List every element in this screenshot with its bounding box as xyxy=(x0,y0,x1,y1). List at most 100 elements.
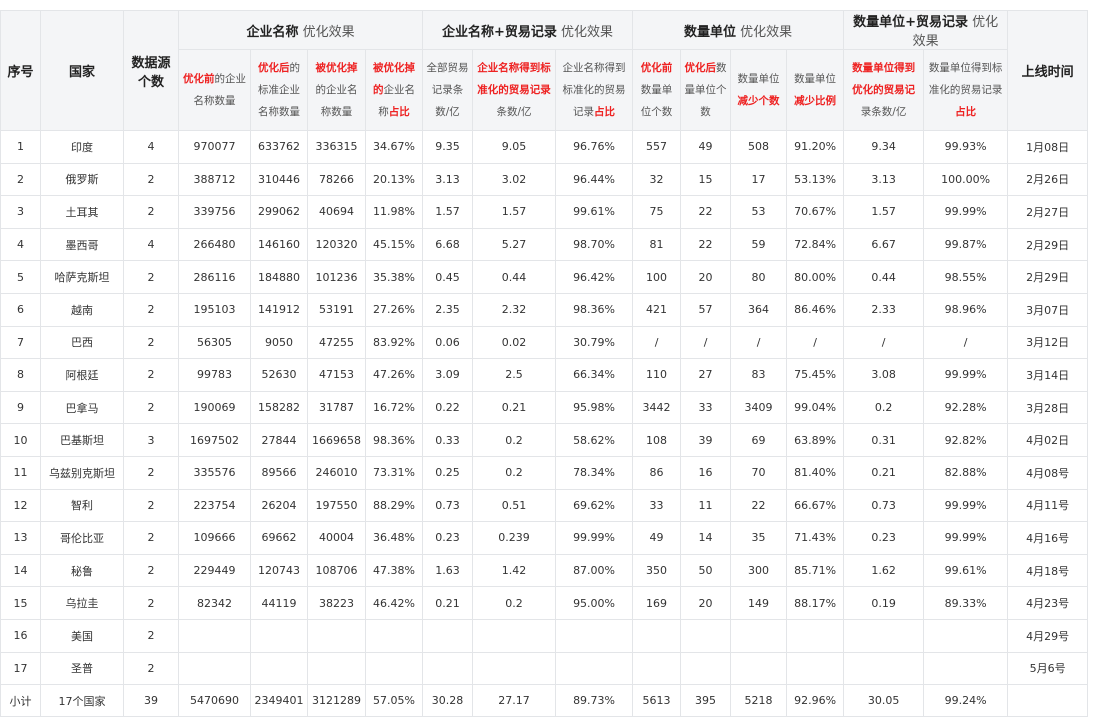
table-cell: 195103 xyxy=(178,292,251,327)
subheader-text: 条数/亿 xyxy=(496,106,532,118)
table-cell: 75 xyxy=(632,195,682,229)
table-cell: 17 xyxy=(0,651,41,686)
table-cell: 91.20% xyxy=(786,130,845,164)
subheader-text: 占比 xyxy=(955,106,977,118)
table-row: 17 圣普 2 5月6号 xyxy=(0,651,1089,686)
table-cell: 69.62% xyxy=(555,488,634,523)
table-cell: 395 xyxy=(680,684,732,718)
table-cell: 27 xyxy=(680,358,732,392)
table-cell: 53191 xyxy=(307,292,366,327)
table-cell: 0.2 xyxy=(472,455,557,490)
table-cell: 2月26日 xyxy=(1007,162,1089,197)
table-cell: 2月29日 xyxy=(1007,260,1089,294)
table-cell: 1 xyxy=(0,130,41,164)
table-cell: 69 xyxy=(730,423,788,457)
subheader-text: 减少比例 xyxy=(794,95,837,107)
table-cell: 2 xyxy=(123,521,179,555)
table-cell: 4 xyxy=(0,227,41,262)
header-country: 国家 xyxy=(40,10,124,131)
table-cell: 4月11号 xyxy=(1007,488,1089,523)
table-cell: 101236 xyxy=(307,260,366,294)
table-cell: 0.44 xyxy=(843,260,925,294)
table-row: 7 巴西 2 56305 9050 47255 83.92% 0.06 0.02 30.79% / /… xyxy=(0,325,1089,360)
table-cell: 0.73 xyxy=(422,488,474,523)
table-cell: 109666 xyxy=(178,521,251,555)
table-cell: 57.05% xyxy=(364,684,424,718)
table-cell: 2 xyxy=(123,586,179,620)
table-cell: 3.13 xyxy=(422,162,474,197)
table-cell: 11 xyxy=(680,488,732,523)
table-cell: 58.62% xyxy=(555,423,634,457)
table-cell: 34.67% xyxy=(364,130,424,164)
table-cell: 乌兹别克斯坦 xyxy=(40,455,124,490)
subheader-6: 企业名称得到标准化的贸易记录占比 xyxy=(555,49,634,131)
subheader-text: 优化后 xyxy=(684,62,717,74)
table-cell: 32 xyxy=(632,162,682,197)
table-cell xyxy=(555,651,634,686)
table-cell: 智利 xyxy=(40,488,124,523)
table-cell: 0.239 xyxy=(472,521,557,555)
table-cell: 4月16号 xyxy=(1007,521,1089,555)
table-cell: 31787 xyxy=(307,390,366,425)
table-cell: 越南 xyxy=(40,292,124,327)
subheader-text: 优化前 xyxy=(183,73,215,85)
group-company-name: 企业名称 优化效果 xyxy=(177,10,424,50)
subheader-text: 的标准企业名称数量 xyxy=(258,62,300,118)
table-cell: 2 xyxy=(123,553,179,588)
table-cell: 299062 xyxy=(250,195,308,229)
table-cell: 83.92% xyxy=(364,325,424,360)
table-cell: 14 xyxy=(0,553,41,588)
table-cell: 99.99% xyxy=(923,195,1009,229)
table-cell: 俄罗斯 xyxy=(40,162,124,197)
table-cell: 633762 xyxy=(250,130,308,164)
table-cell: 141912 xyxy=(250,292,308,327)
subheader-text: 数量单位 xyxy=(737,73,780,85)
table-row: 5 哈萨克斯坦 2 286116 184880 101236 35.38% 0.45 0.44 9… xyxy=(0,260,1089,294)
table-cell: 11 xyxy=(0,455,41,490)
table-cell: 87.00% xyxy=(555,553,634,588)
table-cell: 335576 xyxy=(178,455,251,490)
table-cell: 96.42% xyxy=(555,260,634,294)
table-cell xyxy=(555,618,634,653)
table-cell xyxy=(786,618,845,653)
table-cell: 巴西 xyxy=(40,325,124,360)
table-cell: 40694 xyxy=(307,195,366,229)
subheader-text: 企业名称得到标准化的贸易记录 xyxy=(477,62,551,96)
table-cell: 0.21 xyxy=(843,455,925,490)
table-cell: 2月27日 xyxy=(1007,195,1089,229)
table-row: 小计 17个国家 39 5470690 2349401 3121289 57.05% 30.2… xyxy=(0,684,1089,718)
table-cell: 15 xyxy=(0,586,41,620)
table-cell: 27844 xyxy=(250,423,308,457)
table-cell: 30.05 xyxy=(843,684,925,718)
table-cell xyxy=(422,618,474,653)
table-cell: 乌拉圭 xyxy=(40,586,124,620)
table-cell: 71.43% xyxy=(786,521,845,555)
table-cell: 4月08号 xyxy=(1007,455,1089,490)
table-cell: 圣普 xyxy=(40,651,124,686)
group-unit: 数量单位 优化效果 xyxy=(632,10,845,50)
table-cell xyxy=(923,651,1009,686)
subheader-text: 数量单位 xyxy=(794,73,837,85)
table-cell: 92.82% xyxy=(923,423,1009,457)
table-cell: 46.42% xyxy=(364,586,424,620)
header-online-time: 上线时间 xyxy=(1007,10,1089,131)
table-cell: 52630 xyxy=(250,358,308,392)
table-row: 1 印度 4 970077 633762 336315 34.67% 9.35 9.05 96.7… xyxy=(0,130,1089,164)
table-cell: 0.21 xyxy=(472,390,557,425)
table-cell: 47255 xyxy=(307,325,366,360)
table-cell: 88.17% xyxy=(786,586,845,620)
table-cell: 2349401 xyxy=(250,684,308,718)
table-cell: 81 xyxy=(632,227,682,262)
table-cell: 98.55% xyxy=(923,260,1009,294)
table-cell: 98.70% xyxy=(555,227,634,262)
table-row: 10 巴基斯坦 3 1697502 27844 1669658 98.36% 0.33 0.2 5… xyxy=(0,423,1089,457)
subheader-12: 数量单位得到标准化的贸易记录占比 xyxy=(923,49,1009,131)
table-cell: 120743 xyxy=(250,553,308,588)
table-cell: 美国 xyxy=(40,618,124,653)
table-cell: 95.98% xyxy=(555,390,634,425)
table-cell: 2 xyxy=(123,651,179,686)
table-cell: 3月07日 xyxy=(1007,292,1089,327)
table-cell: 310446 xyxy=(250,162,308,197)
table-cell: 1.63 xyxy=(422,553,474,588)
table-cell: 47.26% xyxy=(364,358,424,392)
